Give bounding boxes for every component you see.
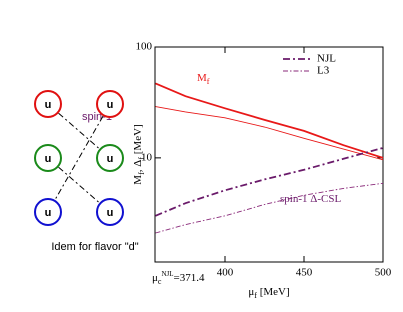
quark-node [34, 144, 62, 172]
series-line [155, 82, 384, 159]
quark-node [96, 198, 124, 226]
rich-label: μf [MeV] [248, 286, 289, 301]
series-line [155, 147, 384, 217]
label-part: μ [248, 286, 254, 298]
x-tick-label: 500 [375, 267, 392, 279]
caption: Idem for flavor "d" [51, 241, 138, 253]
quark-node [96, 144, 124, 172]
label-part: [MeV] [257, 286, 290, 298]
legend-label: NJL [317, 53, 336, 65]
label-part: f [137, 172, 146, 175]
y-tick-label: 10 [141, 151, 153, 163]
label-part: f [207, 77, 210, 86]
label-part: NJL [161, 270, 173, 278]
rich-label: μcNJL=371.4 [152, 270, 205, 287]
label-part: μ [152, 272, 158, 284]
label-part: f [137, 157, 146, 160]
quark-label: u [45, 153, 52, 165]
legend-label: L3 [317, 65, 330, 77]
label-part: =371.4 [174, 272, 205, 284]
plot-frame [154, 46, 384, 263]
series-line [155, 106, 384, 161]
quark-label: u [45, 207, 52, 219]
label-part: M [132, 175, 144, 185]
rich-label: spin-1 Δ-CSL [280, 193, 341, 205]
x-tick-label: 450 [296, 267, 313, 279]
label-part: [MeV] [132, 124, 144, 157]
rich-label: Mf [197, 72, 210, 87]
quark-node [96, 90, 124, 118]
quark-node [34, 90, 62, 118]
label-part: f [254, 291, 257, 300]
quark-label: u [107, 99, 114, 111]
label-part: M [197, 72, 207, 84]
y-tick-label: 100 [136, 41, 153, 53]
x-tick-label: 400 [217, 267, 234, 279]
quark-label: u [107, 207, 114, 219]
link [47, 103, 111, 213]
quark-label: u [45, 99, 52, 111]
label-part: , Δ [132, 160, 144, 173]
label-part: c [158, 277, 162, 286]
label-part: spin-1 Δ-CSL [280, 193, 341, 205]
series-line [155, 182, 384, 234]
quark-node [34, 198, 62, 226]
quark-label: u [107, 153, 114, 165]
rich-label: Mf, Δf [MeV] [132, 124, 147, 184]
